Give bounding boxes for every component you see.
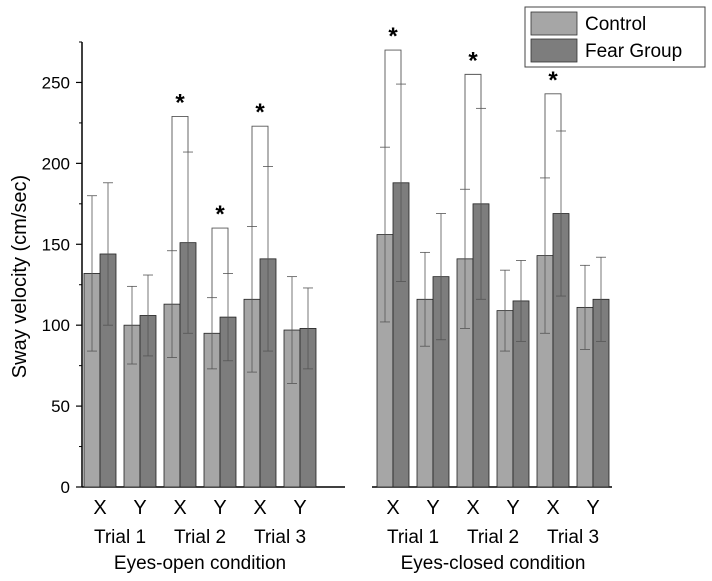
- trial-label-4: Trial 2: [467, 527, 519, 548]
- trial-label-3: Trial 1: [387, 527, 439, 548]
- legend-label-0: Control: [585, 14, 646, 35]
- x-tick-label-11: Y: [586, 497, 599, 519]
- legend-swatch-0: [530, 11, 578, 36]
- y-axis-label: Sway velocity (cm/sec): [9, 175, 31, 378]
- significance-bracket-1: [211, 227, 229, 298]
- y-tick-label-200: 200: [42, 154, 70, 173]
- significance-asterisk-0: *: [175, 89, 185, 116]
- x-tick-label-0: X: [93, 497, 106, 519]
- trial-label-0: Trial 1: [94, 527, 146, 548]
- y-tick-label-150: 150: [42, 235, 70, 254]
- legend-swatch-1: [530, 38, 578, 63]
- condition-label-1: Eyes-closed condition: [401, 553, 586, 574]
- significance-bracket-0: [171, 115, 189, 251]
- significance-bracket-5: [544, 93, 562, 178]
- x-tick-label-6: X: [386, 497, 399, 519]
- x-tick-label-2: X: [173, 497, 186, 519]
- y-tick-label-250: 250: [42, 73, 70, 92]
- significance-bracket-3: [384, 49, 402, 148]
- trial-label-1: Trial 2: [174, 527, 226, 548]
- x-tick-label-10: X: [546, 497, 559, 519]
- trial-label-2: Trial 3: [254, 527, 306, 548]
- significance-asterisk-1: *: [215, 201, 225, 228]
- x-tick-label-9: Y: [506, 497, 519, 519]
- legend-label-1: Fear Group: [585, 41, 682, 62]
- x-tick-label-4: X: [253, 497, 266, 519]
- significance-bracket-2: [251, 125, 269, 227]
- y-tick-label-100: 100: [42, 316, 70, 335]
- significance-asterisk-5: *: [548, 67, 558, 94]
- y-tick-label-0: 0: [61, 478, 70, 497]
- condition-label-0: Eyes-open condition: [114, 553, 286, 574]
- significance-bracket-4: [464, 73, 482, 190]
- x-tick-label-7: Y: [426, 497, 439, 519]
- x-tick-label-5: Y: [293, 497, 306, 519]
- x-tick-label-1: Y: [133, 497, 146, 519]
- trial-label-5: Trial 3: [547, 527, 599, 548]
- significance-asterisk-4: *: [468, 47, 478, 74]
- x-tick-label-8: X: [466, 497, 479, 519]
- significance-asterisk-2: *: [255, 99, 265, 126]
- significance-asterisk-3: *: [388, 23, 398, 50]
- x-tick-label-3: Y: [213, 497, 226, 519]
- y-tick-label-50: 50: [51, 397, 70, 416]
